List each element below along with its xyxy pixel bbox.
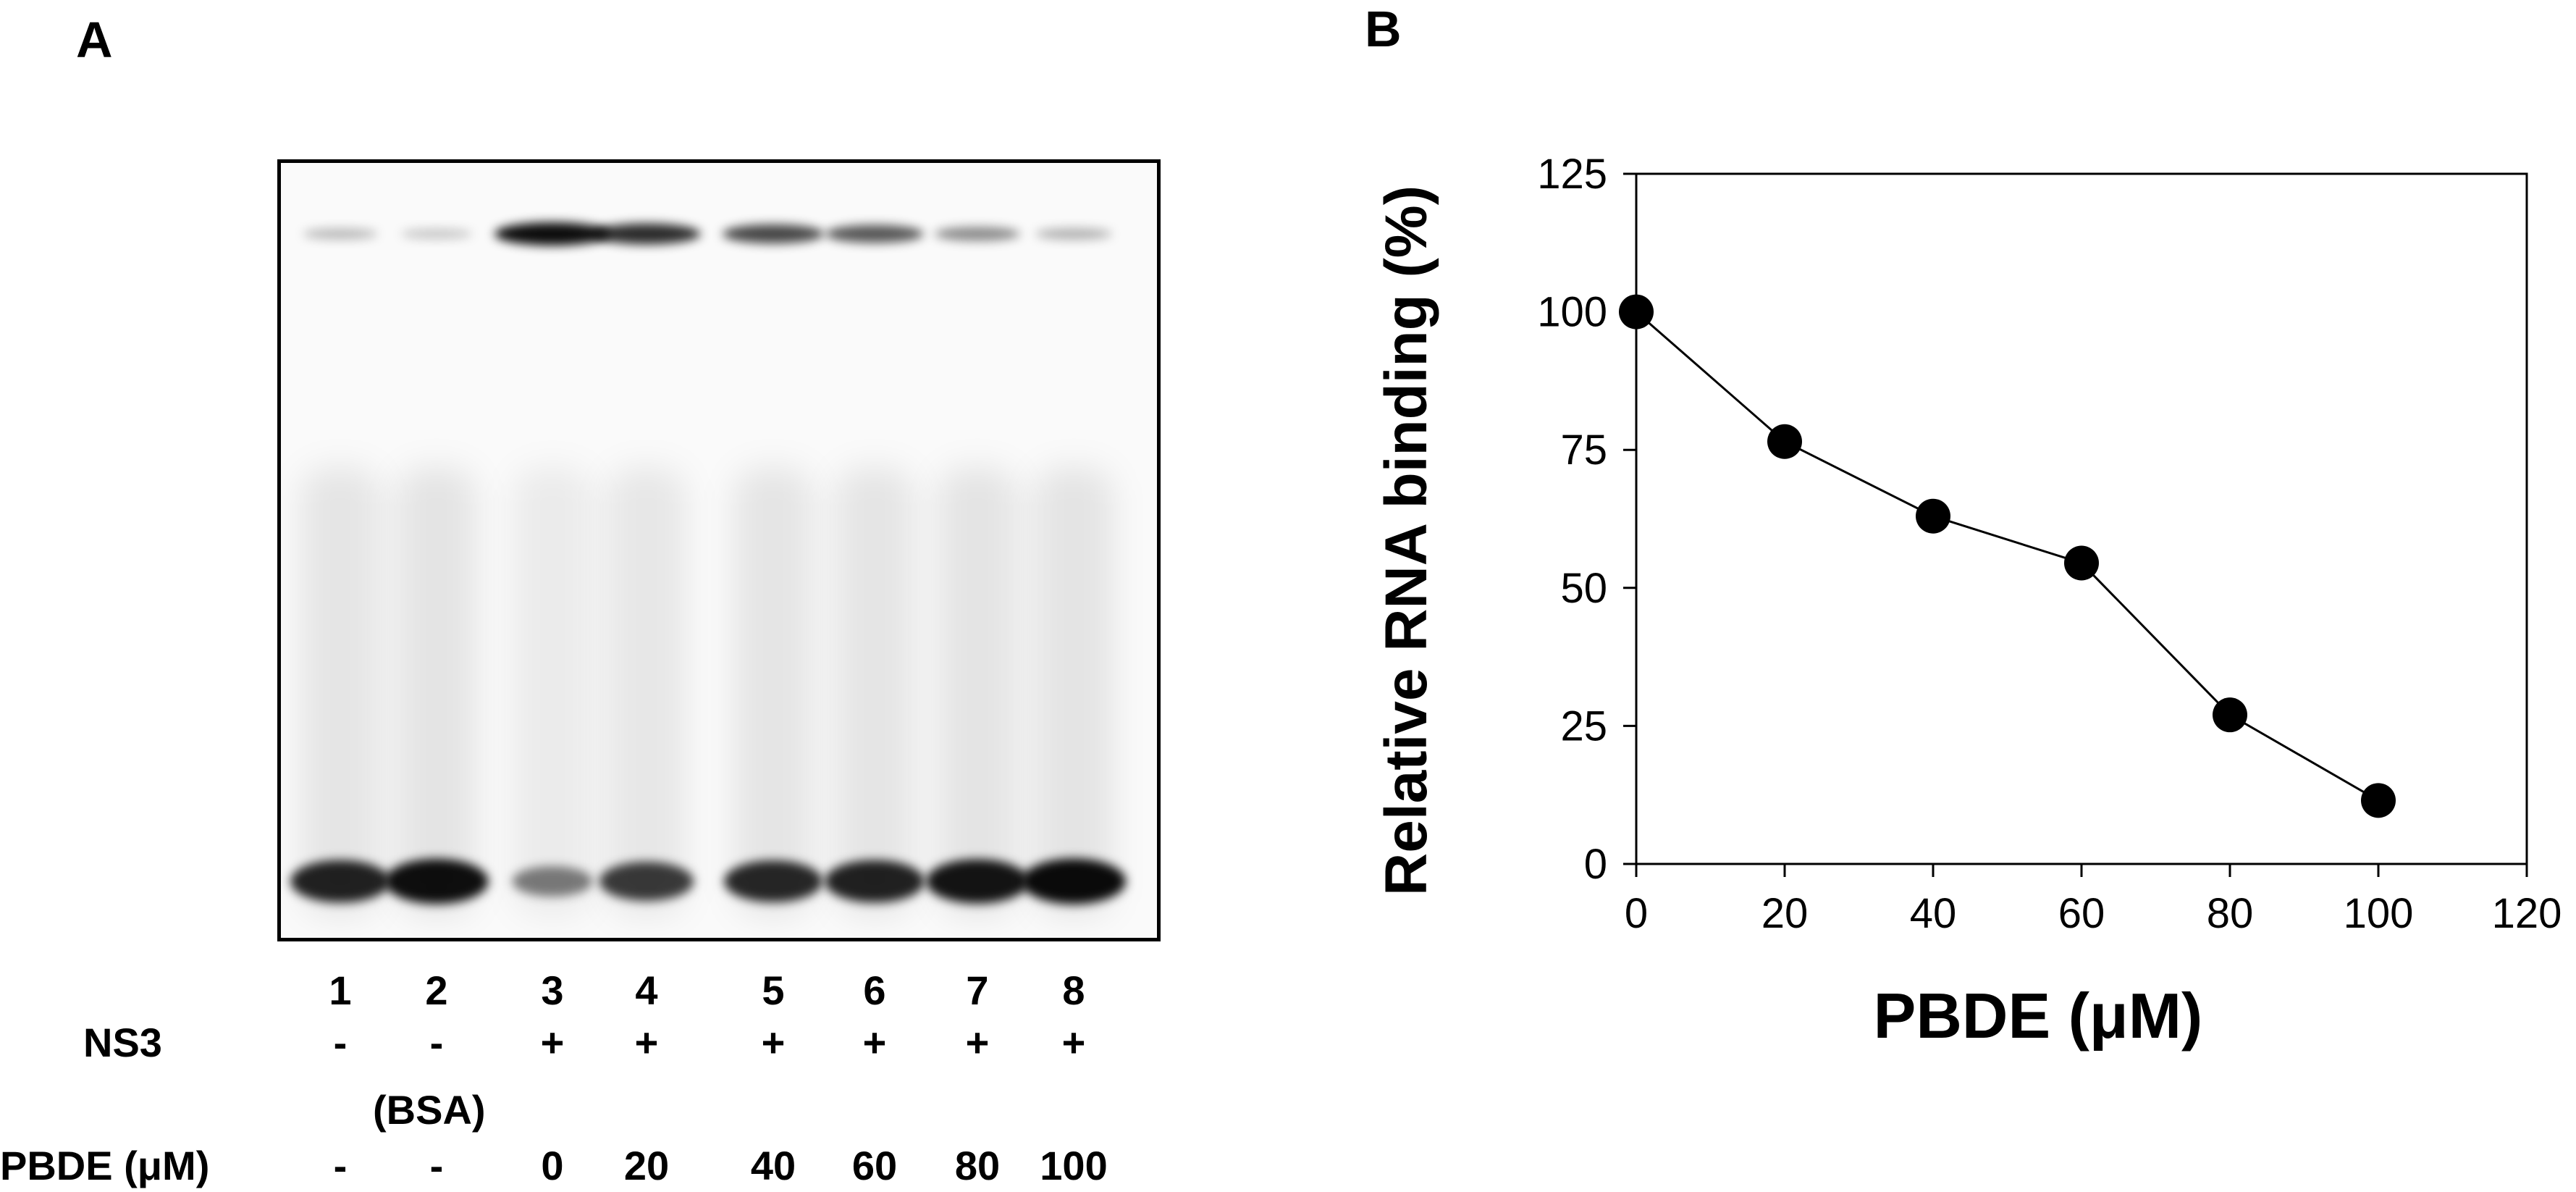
pbde-value: 0 — [541, 1143, 564, 1188]
gel-image — [277, 159, 1161, 941]
gel-lower-band — [724, 860, 822, 902]
gel-lower-band — [512, 866, 593, 897]
pbde-value: 20 — [623, 1143, 670, 1188]
gel-lower-band — [384, 858, 489, 905]
gel-lane-3 — [494, 222, 610, 916]
x-tick-label: 100 — [2344, 890, 2414, 937]
series-line — [1636, 311, 2379, 802]
gel-smear — [938, 467, 1017, 916]
lane-number: 1 — [329, 968, 352, 1013]
lane-number: 8 — [1062, 968, 1085, 1013]
y-axis-title: Relative RNA binding (%) — [1373, 185, 1439, 896]
gel-lane-1 — [290, 228, 390, 916]
ns3-mark: + — [634, 1020, 659, 1065]
ns3-mark: - — [429, 1020, 444, 1065]
ns3-mark: + — [862, 1020, 887, 1065]
gel-lane-4 — [592, 223, 701, 916]
y-tick-label: 50 — [1560, 565, 1607, 612]
gel-lane-5 — [722, 224, 825, 916]
gel-smear — [397, 467, 476, 916]
ns3-mark: + — [1061, 1020, 1086, 1065]
x-tick-label: 0 — [1625, 890, 1648, 937]
gel-lane-2 — [384, 228, 489, 916]
ns3-row-label: NS3 — [83, 1020, 162, 1065]
y-tick-label: 100 — [1537, 289, 1607, 336]
gel-smear — [300, 467, 380, 916]
panel-a-letter: A — [76, 12, 113, 68]
gel-smear — [607, 467, 686, 916]
x-tick-label: 80 — [2207, 890, 2254, 937]
lane-number: 5 — [762, 968, 785, 1013]
gel-smear — [733, 467, 813, 916]
gel-upper-band — [400, 228, 473, 240]
gel-smear — [1034, 467, 1114, 916]
gel-lower-band — [290, 860, 390, 903]
gel-smear — [835, 467, 914, 916]
lane-number: 4 — [635, 968, 658, 1013]
ns3-mark: + — [540, 1020, 565, 1065]
lane-number: 7 — [966, 968, 989, 1013]
ns3-mark: - — [333, 1020, 348, 1065]
data-point — [2361, 783, 2396, 818]
gel-lower-band — [926, 859, 1029, 904]
gel-upper-band — [935, 227, 1020, 241]
x-axis-title: PBDE (μM) — [1874, 980, 2203, 1052]
x-tick-label: 120 — [2492, 890, 2562, 937]
panel-b-letter: B — [1365, 1, 1402, 57]
relative-rna-binding-chart: 0 25 50 75 100 125 0 20 40 60 80 100 120 PBDE (μM) Rel… — [1373, 151, 2562, 1052]
ns3-mark: + — [965, 1020, 990, 1065]
pbde-value: - — [429, 1143, 444, 1188]
x-tick-label: 20 — [1761, 890, 1809, 937]
plot-frame — [1635, 172, 2528, 865]
data-point — [2064, 545, 2099, 581]
lane-number: 6 — [863, 968, 886, 1013]
gel-bands — [290, 222, 1127, 916]
bsa-label: (BSA) — [373, 1087, 486, 1133]
gel-smear — [513, 467, 592, 916]
x-tick-label: 60 — [2058, 890, 2105, 937]
x-tick-label: 40 — [1910, 890, 1957, 937]
gel-upper-band — [1035, 227, 1112, 240]
gel-upper-band — [825, 224, 924, 243]
gel-upper-band — [592, 223, 701, 245]
pbde-value: 100 — [1040, 1143, 1108, 1188]
lane-number: 3 — [541, 968, 564, 1013]
gel-lower-band — [1021, 858, 1127, 905]
gel-lower-band — [599, 862, 694, 901]
gel-lower-band — [825, 860, 925, 903]
y-tick-label: 75 — [1560, 427, 1607, 474]
data-point — [1619, 294, 1654, 330]
chart-panel: B 0 25 50 75 100 125 0 20 40 60 80 100 120 PBDE (μM) R… — [1303, 0, 2576, 1192]
gel-panel: A 1 - - 2 - - 3 +0 4 +20 5 +40 6 +60 7 +80 8 +100 NS3 (BS… — [0, 0, 1231, 1192]
data-point — [1916, 498, 1950, 534]
pbde-value: - — [333, 1143, 348, 1188]
data-point — [2213, 697, 2247, 733]
gel-upper-band — [494, 222, 610, 245]
y-tick-label: 25 — [1560, 702, 1607, 750]
gel-upper-band — [722, 224, 825, 244]
gel-lane-6 — [825, 224, 925, 916]
ns3-mark: + — [761, 1020, 786, 1065]
pbde-value: 80 — [954, 1143, 1001, 1188]
gel-lane-7 — [926, 227, 1029, 916]
gel-lane-8 — [1021, 227, 1127, 916]
y-tick-label: 0 — [1584, 841, 1607, 888]
lane-number: 2 — [425, 968, 448, 1013]
y-tick-label: 125 — [1537, 151, 1607, 198]
pbde-row-label: PBDE (μM) — [0, 1143, 210, 1188]
pbde-value: 60 — [851, 1143, 898, 1188]
gel-upper-band — [303, 228, 378, 240]
data-point — [1767, 424, 1802, 459]
pbde-value: 40 — [750, 1143, 796, 1188]
